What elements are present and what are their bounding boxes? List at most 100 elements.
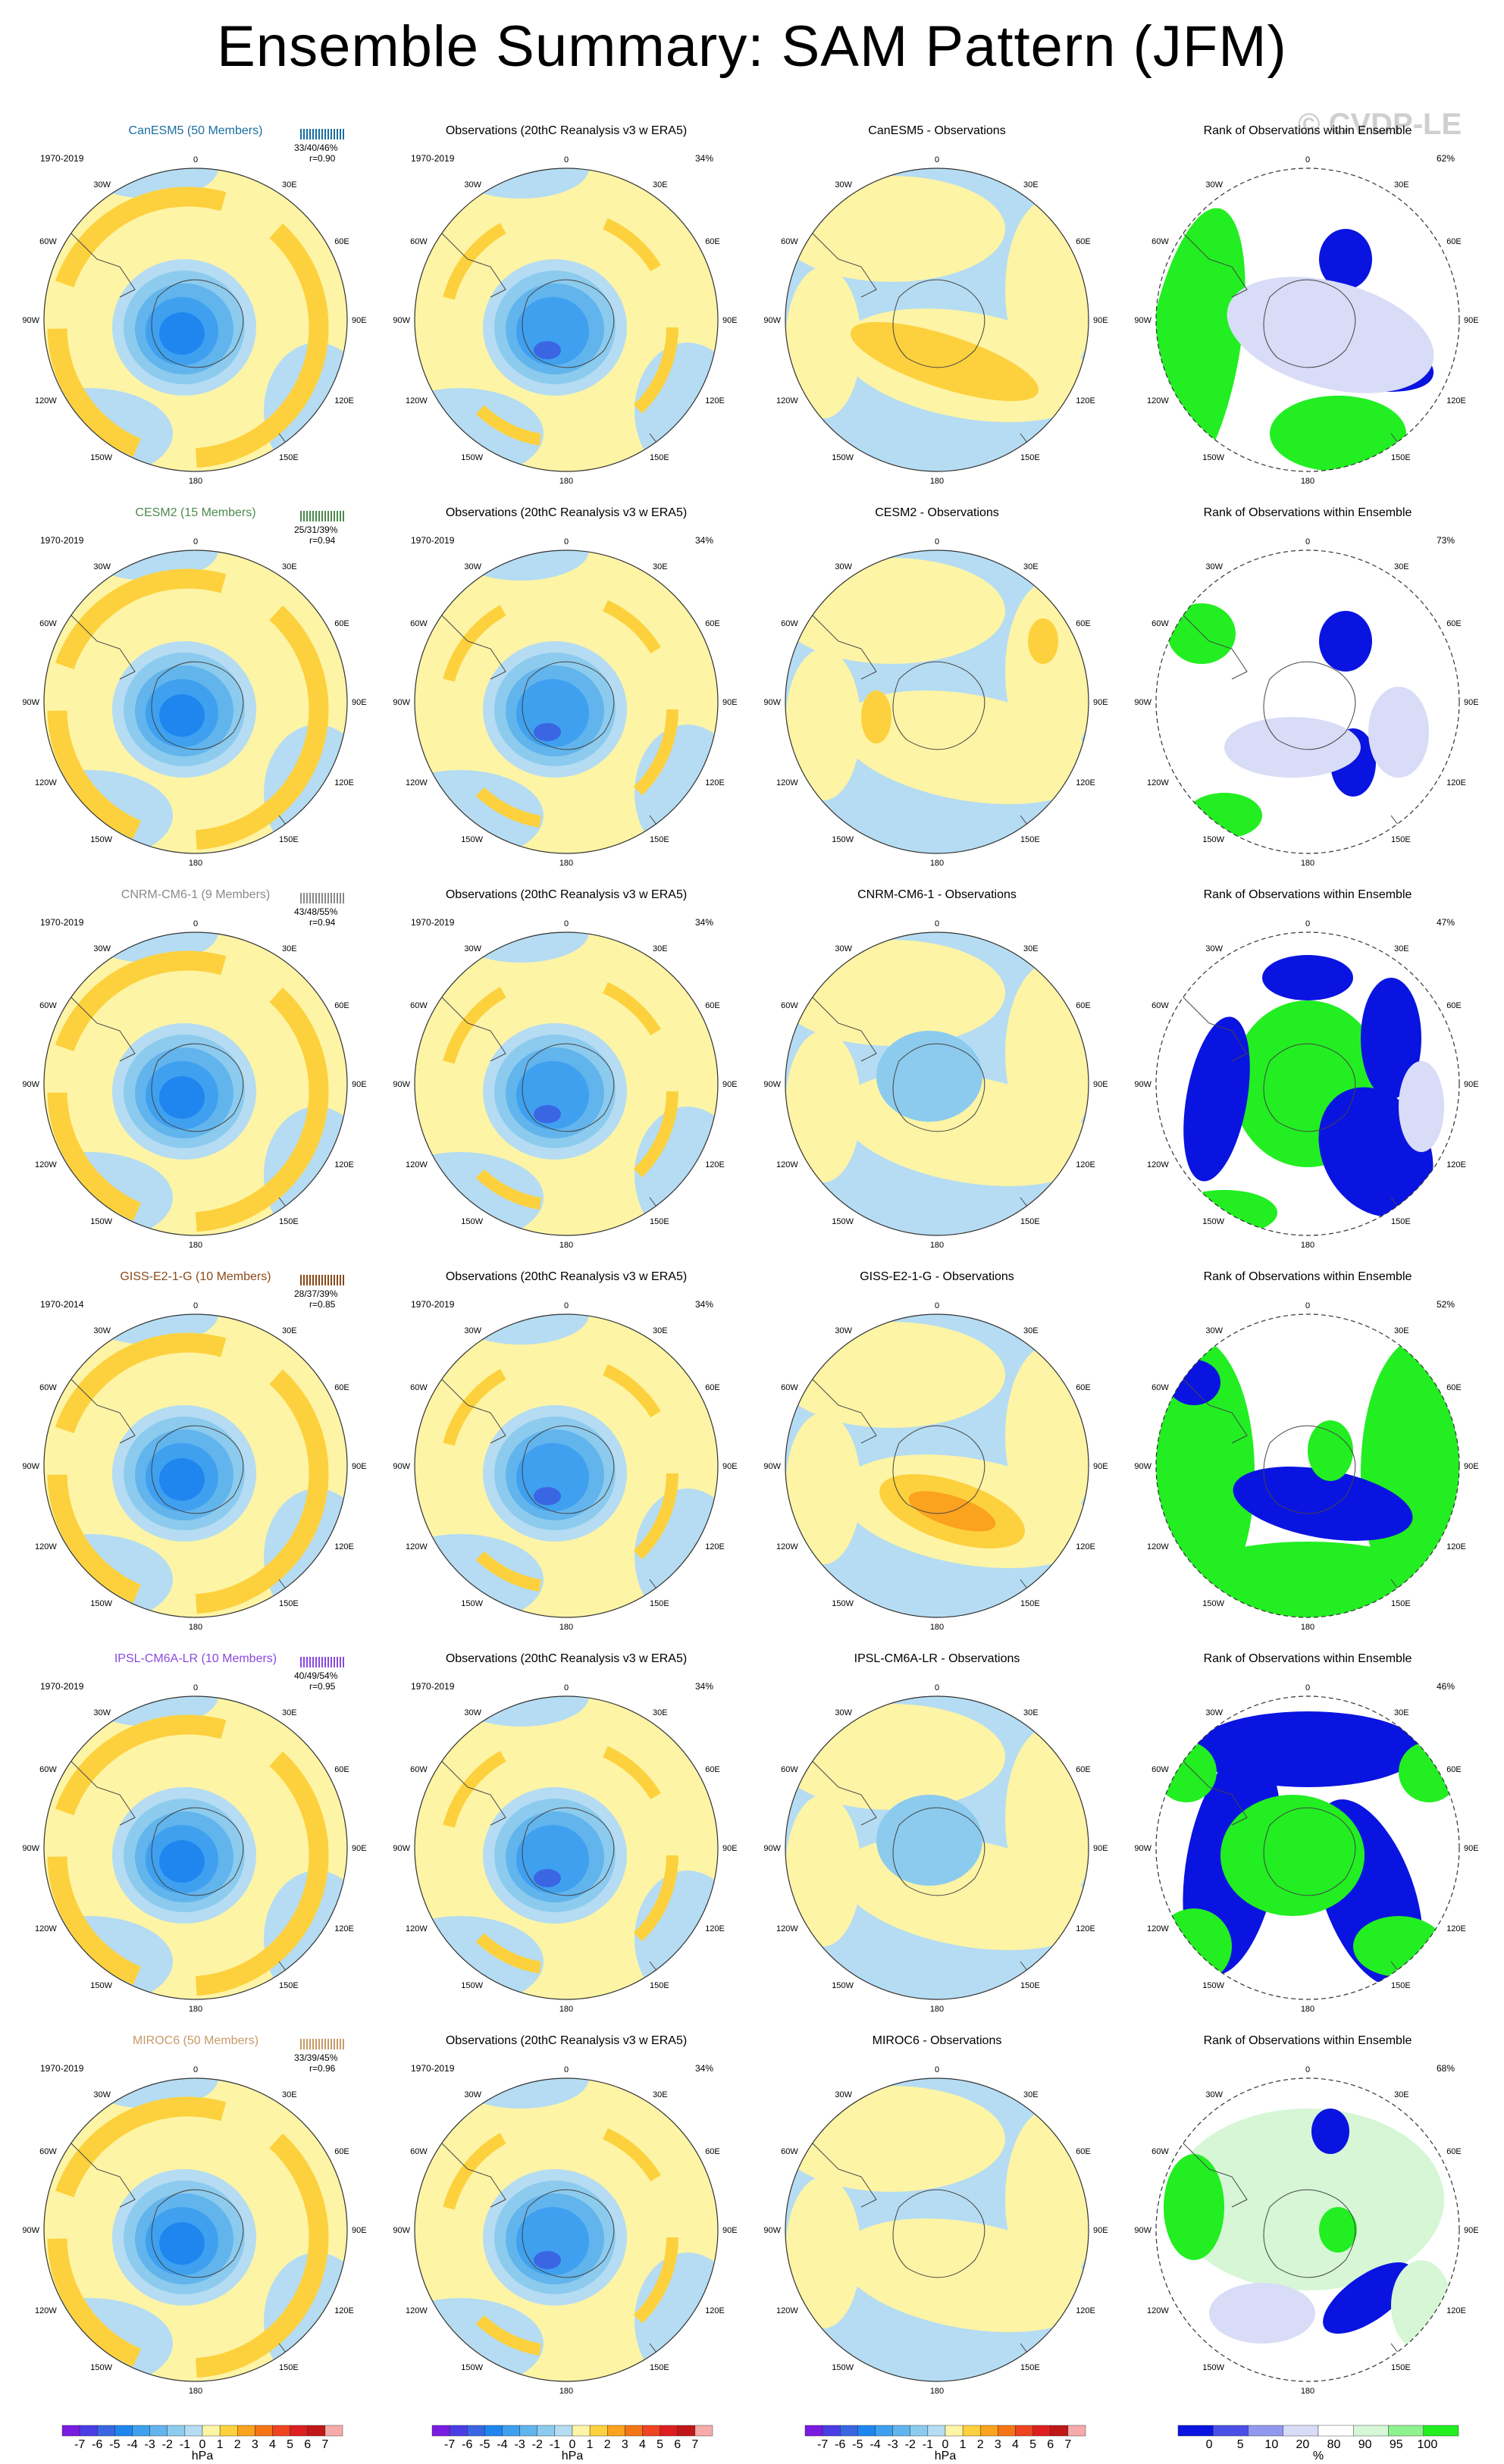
lon-label-br1: 150E (1391, 835, 1411, 844)
colorbar-swatch (572, 2425, 591, 2437)
contour-region (785, 1795, 861, 1946)
colorbar-tick-label: 1 (587, 2438, 594, 2451)
lon-label-top: 0 (935, 919, 939, 928)
member-spread-bar (300, 2039, 344, 2049)
lon-label-bl1: 150W (461, 835, 483, 844)
lon-label-bl2: 120W (776, 1160, 798, 1169)
lon-label-bl2: 120W (406, 396, 428, 405)
lon-label-tl1: 30W (835, 562, 852, 571)
lon-label-left: 90W (393, 698, 410, 707)
colorbar-swatch (502, 2425, 520, 2437)
lon-label-br1: 150E (650, 1981, 669, 1990)
lon-label-tl1: 30W (464, 180, 481, 189)
model-period: 1970-2019 (40, 153, 84, 164)
contour-region (785, 649, 861, 800)
colorbar-swatch (237, 2425, 255, 2437)
lon-label-bottom: 180 (930, 859, 944, 868)
lon-label-bl1: 150W (90, 2363, 112, 2372)
lon-label-bl2: 120W (776, 778, 798, 787)
model-correlation: r=0.85 (309, 1299, 336, 1310)
colorbar-unit: hPa (192, 2450, 214, 2460)
lon-label-br1: 150E (650, 835, 669, 844)
member-spread-bar (300, 511, 344, 521)
polar-map: 0 30E 60E 90E 120E 150E 180 150W 120W 90W 60W 30W (393, 1301, 737, 1632)
colorbar-tick-label: -5 (109, 2438, 120, 2451)
colorbar-tick-label: -2 (162, 2438, 173, 2451)
lon-label-bl2: 120W (35, 2306, 57, 2315)
lon-label-right: 90E (352, 1462, 367, 1471)
lon-label-bl2: 120W (35, 1542, 57, 1551)
lon-label-bl2: 120W (776, 1542, 798, 1551)
lon-label-tr2: 60E (1076, 237, 1091, 246)
lon-label-tr1: 30E (1023, 1326, 1039, 1335)
lon-label-left: 90W (22, 316, 39, 325)
lon-label-br1: 150E (279, 835, 299, 844)
lon-label-left: 90W (1134, 2226, 1152, 2235)
model-correlation: r=0.95 (309, 1681, 336, 1692)
polar-map: 0 30E 60E 90E 120E 150E 180 150W 120W 90W 60W 30W (22, 919, 366, 1250)
diff-title: CESM2 - Observations (875, 506, 999, 519)
south-america-coastline (66, 992, 136, 1062)
lon-label-br2: 120E (705, 2306, 725, 2315)
contour-region (785, 2177, 861, 2328)
lon-label-right: 90E (722, 698, 738, 707)
model-correlation: r=0.94 (309, 917, 336, 928)
colorbar-tick-label: 90 (1358, 2438, 1372, 2451)
obs-title: Observations (20thC Reanalysis v3 w ERA5… (445, 1652, 688, 1665)
polar-map: 0 30E 60E 90E 120E 150E 180 150W 120W 90W 60W 30W (763, 155, 1108, 486)
colorbar-tick-label: 2 (604, 2438, 611, 2451)
model-pattern-stats: 25/31/39% (294, 524, 338, 535)
obs-period: 1970-2019 (411, 535, 455, 546)
antarctica-coastline (1263, 1425, 1356, 1514)
polar-map: 0 30E 60E 90E 120E 150E 180 150W 120W 90W 60W 30W (22, 2065, 366, 2396)
antarctica-coastline (1263, 279, 1356, 368)
lon-label-tr1: 30E (653, 1326, 668, 1335)
rank-title: Rank of Observations within Ensemble (1203, 2034, 1412, 2047)
map-border (785, 931, 1089, 1236)
colorbar-tick-label: 6 (1047, 2438, 1054, 2451)
lon-label-tr2: 60E (1446, 619, 1462, 628)
lon-label-bl2: 120W (406, 2306, 428, 2315)
lon-label-bl1: 150W (1202, 453, 1224, 462)
lon-label-tr2: 60E (705, 1765, 720, 1774)
lon-label-left: 90W (763, 316, 781, 325)
lon-label-top: 0 (935, 1683, 939, 1692)
colorbar-tick-label: -6 (92, 2438, 102, 2451)
contour-region (1005, 2109, 1089, 2290)
south-america-coastline (807, 610, 877, 680)
rank-region (1224, 717, 1361, 778)
contour-region (1005, 1727, 1089, 1908)
lon-label-br1: 150E (279, 2363, 299, 2372)
colorbar-tick-label: -3 (145, 2438, 155, 2451)
lon-label-tl1: 30W (464, 944, 481, 953)
lon-label-top: 0 (935, 2065, 939, 2074)
colorbar-swatch (822, 2425, 841, 2437)
antarctica-coastline (151, 1043, 244, 1132)
lon-label-tl1: 30W (464, 562, 481, 571)
rank-region (1368, 687, 1429, 778)
contour-region (1005, 1345, 1089, 1526)
colorbar-tick-label: -3 (515, 2438, 525, 2451)
antarctica-coastline (1263, 661, 1356, 750)
diff-title: GISS-E2-1-G - Observations (860, 1270, 1014, 1283)
lon-label-tl1: 30W (1205, 562, 1223, 571)
colorbar-swatch (642, 2425, 660, 2437)
lon-label-bottom: 180 (930, 1241, 944, 1250)
lon-label-br1: 150E (1020, 1981, 1040, 1990)
lon-label-tr2: 60E (334, 1383, 349, 1392)
lon-label-tr1: 30E (1394, 562, 1409, 571)
lon-label-br1: 150E (1020, 2363, 1040, 2372)
lon-label-bottom: 180 (189, 2387, 202, 2396)
rank-region (1171, 2109, 1444, 2290)
rank-title: Rank of Observations within Ensemble (1203, 506, 1412, 519)
lon-label-bl2: 120W (35, 1160, 57, 1169)
model-correlation: r=0.94 (309, 535, 336, 546)
obs-explained-variance: 34% (695, 1299, 714, 1310)
south-america-coastline (437, 992, 506, 1062)
lon-label-tl2: 60W (410, 1001, 428, 1010)
lon-label-br1: 150E (279, 1981, 299, 1990)
map-border (1155, 2077, 1460, 2382)
lon-label-br2: 120E (334, 778, 354, 787)
antarctica-coastline (151, 279, 244, 368)
